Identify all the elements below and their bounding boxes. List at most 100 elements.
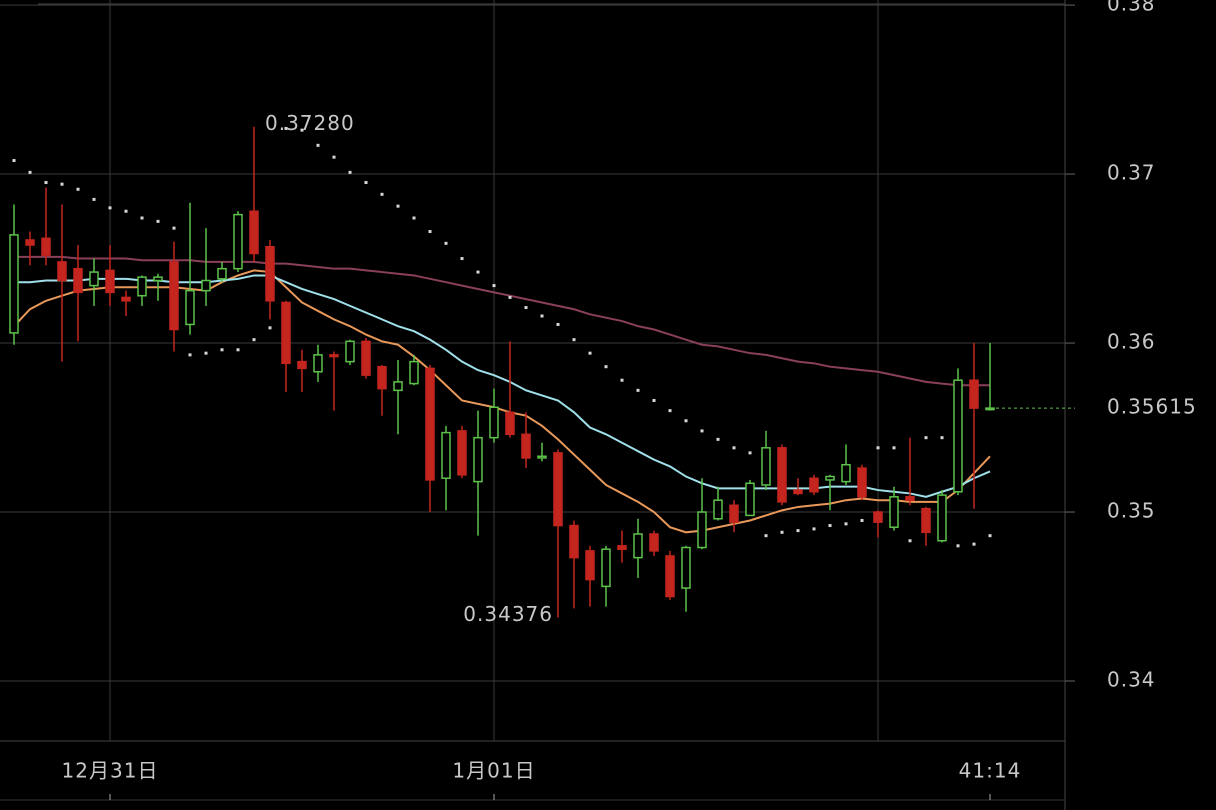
sar-dot: [588, 351, 592, 355]
candle-body: [393, 381, 403, 392]
candle-body: [137, 276, 147, 297]
sar-dot: [748, 451, 752, 455]
x-tick-label: 1月01日: [452, 759, 535, 783]
y-tick-label: 0.37: [1107, 161, 1156, 185]
y-tick-label: 0.36: [1107, 330, 1156, 354]
sar-dot: [220, 348, 224, 352]
candle-body: [569, 524, 579, 559]
sar-dot: [172, 226, 176, 230]
sar-dot: [940, 436, 944, 440]
candle-body: [233, 213, 243, 270]
sar-dot: [924, 436, 928, 440]
candle-body: [761, 447, 771, 486]
candle-body: [329, 354, 339, 358]
candle-body: [281, 301, 291, 365]
candle-body: [473, 436, 483, 483]
candle-body: [313, 354, 323, 373]
candle-body: [873, 511, 883, 523]
candle-body: [425, 367, 435, 481]
sar-dot: [444, 241, 448, 245]
sar-dot: [908, 539, 912, 543]
candle-body: [25, 239, 35, 246]
sar-dot: [364, 181, 368, 185]
sar-dot: [524, 306, 528, 310]
sar-dot: [60, 182, 64, 186]
candle-body: [265, 245, 275, 302]
sar-dot: [972, 542, 976, 546]
sar-dot: [204, 351, 208, 355]
sar-dot: [156, 219, 160, 223]
candle-body: [169, 261, 179, 331]
sar-dot: [252, 338, 256, 342]
candle-body: [857, 467, 867, 498]
candle-body: [217, 267, 227, 280]
sar-dot: [860, 518, 864, 522]
sar-dot: [732, 446, 736, 450]
candle-body: [649, 533, 659, 552]
candle-body: [953, 379, 963, 493]
candle-body: [697, 511, 707, 549]
sar-dot: [124, 209, 128, 213]
sar-dot: [268, 326, 272, 330]
candle-body: [521, 433, 531, 459]
sar-dot: [492, 284, 496, 288]
candle-body: [969, 379, 979, 409]
sar-dot: [28, 170, 32, 174]
sar-dot: [668, 409, 672, 413]
sar-dot: [460, 257, 464, 261]
candle-body: [457, 430, 467, 476]
sar-dot: [540, 314, 544, 318]
annotation-label: 0.37280: [265, 111, 355, 135]
candle-body: [89, 271, 99, 287]
sar-dot: [844, 522, 848, 526]
sar-dot: [620, 378, 624, 382]
candle-body: [537, 455, 547, 459]
candle-body: [777, 447, 787, 503]
sar-dot: [44, 181, 48, 185]
sar-dot: [684, 419, 688, 423]
sar-dot: [892, 446, 896, 450]
sar-dot: [796, 529, 800, 533]
sar-dot: [764, 534, 768, 538]
candle-body: [105, 269, 115, 294]
moving-average-line: [14, 255, 990, 387]
sar-dot: [428, 230, 432, 234]
candle-body: [905, 496, 915, 501]
annotation-label: 0.34376: [463, 602, 553, 626]
sar-dot: [476, 270, 480, 274]
sar-dot: [716, 437, 720, 441]
candle-body: [57, 261, 67, 282]
candle-body: [585, 550, 595, 581]
sar-dot: [828, 524, 832, 528]
candle-body: [921, 507, 931, 534]
candle-body: [41, 237, 51, 256]
candle-body: [745, 482, 755, 517]
candle-body: [201, 279, 211, 292]
sar-dot: [988, 534, 992, 538]
x-tick-label: 12月31日: [62, 759, 159, 783]
candle-body: [713, 499, 723, 520]
sar-dot: [236, 348, 240, 352]
y-tick-label: 0.34: [1107, 668, 1156, 692]
sar-dot: [76, 187, 80, 191]
x-tick-label: 41:14: [959, 759, 1022, 783]
sar-dot: [316, 143, 320, 147]
sar-dot: [92, 197, 96, 201]
sar-dot: [188, 353, 192, 357]
candle-body: [825, 475, 835, 481]
y-tick-label: 0.35: [1107, 499, 1156, 523]
sar-dot: [956, 544, 960, 548]
sar-dot: [140, 216, 144, 220]
sar-dot: [284, 126, 288, 130]
candle-body: [361, 340, 371, 376]
sar-dot: [780, 530, 784, 534]
candle-body: [665, 555, 675, 598]
sar-dot: [812, 527, 816, 531]
sar-dot: [700, 429, 704, 433]
sar-dot: [412, 216, 416, 220]
candle-body: [681, 546, 691, 589]
sar-dot: [396, 204, 400, 208]
